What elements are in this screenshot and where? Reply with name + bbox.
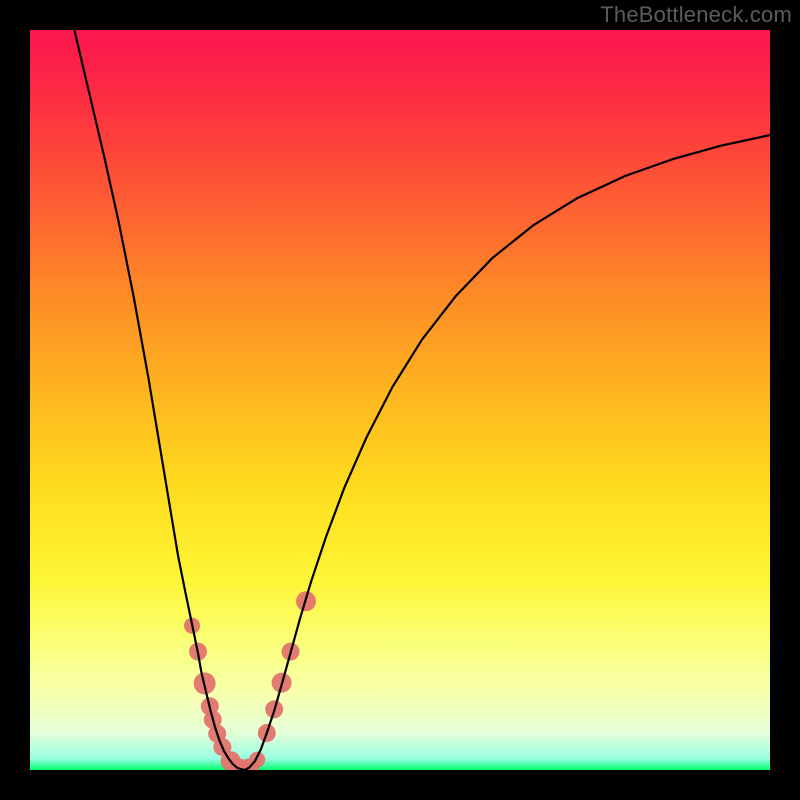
chart-background — [30, 30, 770, 770]
watermark-text: TheBottleneck.com — [600, 2, 792, 28]
bottleneck-chart — [30, 30, 770, 770]
outer-frame: TheBottleneck.com — [0, 0, 800, 800]
